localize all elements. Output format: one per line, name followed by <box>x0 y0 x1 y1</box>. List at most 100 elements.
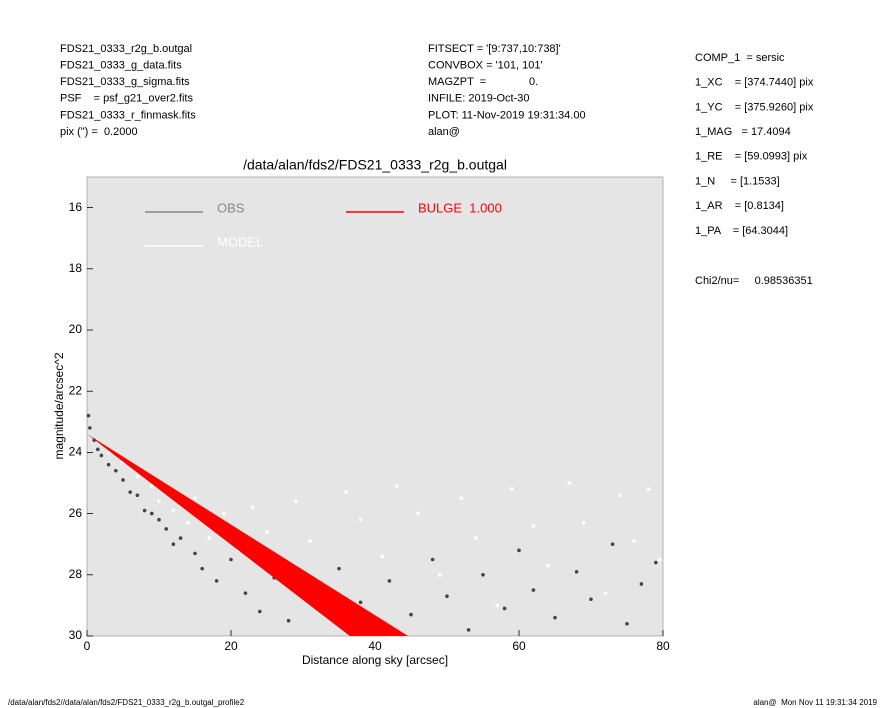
data-point <box>618 493 622 498</box>
y-tick-label: 22 <box>69 383 83 397</box>
data-point <box>531 524 536 528</box>
data-point <box>157 517 161 522</box>
data-point <box>135 493 140 498</box>
data-point <box>574 569 579 574</box>
header-setting: CONVBOX = '101, 101' <box>428 60 543 72</box>
data-point <box>546 563 550 568</box>
data-point <box>409 612 413 617</box>
data-point <box>258 609 262 614</box>
data-point <box>186 520 190 525</box>
data-point <box>337 566 341 571</box>
data-point <box>625 621 629 626</box>
data-point <box>358 600 363 605</box>
data-point <box>308 539 313 543</box>
data-point <box>150 484 154 488</box>
data-point <box>517 548 521 553</box>
chi2: Chi2/nu= 0.98536351 <box>695 275 813 287</box>
data-point <box>121 478 125 482</box>
data-point <box>106 450 111 455</box>
fit-parameter: 1_N = [1.1533] <box>695 175 780 187</box>
y-tick-label: 20 <box>69 322 83 336</box>
data-point <box>553 615 557 620</box>
data-point <box>639 582 644 586</box>
data-point <box>358 517 363 522</box>
data-point <box>171 508 176 513</box>
data-point <box>207 536 212 540</box>
chart-title: /data/alan/fds2/FDS21_0333_r2g_b.outgal <box>243 157 507 173</box>
y-tick-label: 28 <box>69 567 83 581</box>
y-axis-label: magnitude/arcsec^2 <box>52 352 66 459</box>
data-point <box>632 539 636 543</box>
data-point <box>654 560 658 565</box>
data-point <box>164 527 168 531</box>
data-point <box>567 481 572 485</box>
data-point <box>438 573 442 577</box>
x-tick-label: 20 <box>224 639 238 653</box>
data-point <box>222 511 226 516</box>
data-point <box>582 520 586 525</box>
data-point <box>265 530 269 534</box>
fit-parameter: COMP_1 = sersic <box>695 52 785 64</box>
header-setting: MAGZPT = 0. <box>428 76 538 88</box>
header-setting: INFILE: 2019-Oct-30 <box>428 93 530 105</box>
legend-label: MODEL <box>217 234 263 249</box>
fit-parameter: 1_RE = [59.0993] pix <box>695 151 808 163</box>
footer-right: alan@ Mon Nov 11 19:31:34 2019 <box>753 698 877 707</box>
data-point <box>646 487 651 491</box>
data-point <box>603 591 608 595</box>
y-tick-label: 24 <box>69 445 83 459</box>
data-point <box>171 542 176 546</box>
fit-parameter: 1_MAG = 17.4094 <box>695 126 791 138</box>
header-file: FDS21_0333_g_sigma.fits <box>60 76 190 88</box>
data-point <box>466 628 471 632</box>
y-tick-label: 18 <box>69 261 83 275</box>
fit-parameter: 1_YC = [375.9260] pix <box>695 101 814 113</box>
data-point <box>481 573 485 577</box>
header-file: FDS21_0333_r2g_b.outgal <box>60 43 192 55</box>
data-point <box>193 496 197 501</box>
data-point <box>286 618 291 623</box>
data-point <box>128 490 132 494</box>
data-point <box>114 468 118 473</box>
data-point <box>344 490 349 494</box>
y-tick-label: 16 <box>69 200 83 214</box>
x-tick-label: 80 <box>656 639 670 653</box>
data-point <box>193 551 197 556</box>
fit-parameter: 1_XC = [374.7440] pix <box>695 77 814 89</box>
data-point <box>387 579 392 583</box>
x-axis-label: Distance along sky [arcsec] <box>302 653 448 667</box>
footer-left: /data/alan/fds2//data/alan/fds2/FDS21_03… <box>8 698 245 707</box>
data-point <box>430 557 435 562</box>
data-point <box>86 413 91 418</box>
data-point <box>229 557 233 562</box>
data-point <box>150 511 154 516</box>
data-point <box>416 511 421 516</box>
data-point <box>531 588 536 592</box>
data-point <box>510 487 514 491</box>
legend-label: OBS <box>217 200 245 215</box>
header-file: FDS21_0333_g_data.fits <box>60 60 182 72</box>
fit-parameter: 1_AR = [0.8134] <box>695 200 784 212</box>
data-point <box>502 606 507 611</box>
data-point <box>380 554 385 559</box>
data-point <box>200 566 204 571</box>
header-setting: alan@ <box>428 126 460 138</box>
header-file: FDS21_0333_r_finmask.fits <box>60 109 196 121</box>
data-point <box>459 496 464 501</box>
header-setting: FITSECT = '[9:737,10:738]' <box>428 43 561 55</box>
fit-parameter: 1_PA = [64.3044] <box>695 225 788 237</box>
data-point <box>135 475 140 479</box>
data-point <box>157 499 161 504</box>
header-file: pix (") = 0.2000 <box>60 126 138 138</box>
data-point <box>495 603 500 608</box>
x-tick-label: 40 <box>368 639 382 653</box>
data-point <box>445 594 449 599</box>
data-point <box>178 536 183 540</box>
data-point <box>250 505 255 510</box>
bulge-band <box>87 434 409 636</box>
y-tick-label: 26 <box>69 506 83 520</box>
data-point <box>214 579 219 583</box>
data-point <box>88 426 92 430</box>
header-setting: PLOT: 11-Nov-2019 19:31:34.00 <box>428 109 586 121</box>
